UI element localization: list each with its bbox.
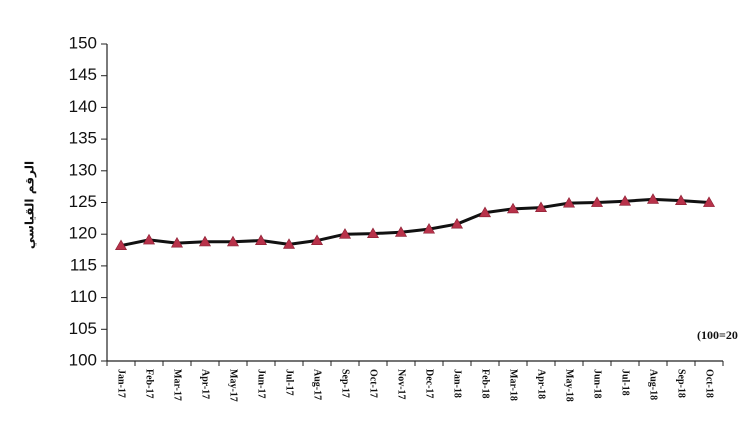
- y-tick-label: 110: [70, 287, 97, 306]
- data-point-marker: [534, 201, 548, 212]
- data-point-marker: [646, 193, 660, 204]
- y-tick-label: 130: [69, 160, 97, 179]
- data-point-marker: [114, 239, 128, 251]
- x-tick-label: Jan-18: [452, 369, 463, 398]
- data-point-marker: [450, 217, 464, 229]
- data-point-marker: [590, 196, 604, 207]
- data-point-marker: [478, 206, 492, 218]
- data-point-marker: [562, 197, 576, 208]
- x-tick-label: Aug-17: [312, 369, 323, 400]
- x-tick-label: Jul-17: [284, 369, 295, 396]
- data-point-marker: [254, 234, 268, 245]
- x-tick-label: Sep-18: [676, 369, 687, 398]
- x-tick-label: Feb-18: [480, 369, 491, 398]
- data-point-marker: [674, 194, 688, 206]
- x-tick-label: May-18: [564, 369, 575, 402]
- x-tick-label: Jun-18: [592, 369, 603, 398]
- x-tick-label: Nov-17: [396, 369, 407, 400]
- data-point-marker: [506, 202, 520, 214]
- data-point-marker: [394, 226, 408, 237]
- x-tick-label: Mar-17: [172, 369, 183, 401]
- x-tick-label: Dec-17: [424, 369, 435, 398]
- data-point-marker: [310, 234, 324, 245]
- x-tick-label: Feb-17: [144, 369, 155, 398]
- data-point-marker: [618, 195, 632, 206]
- y-axis-title: الرقم القياسي: [23, 161, 37, 249]
- data-point-marker: [338, 228, 352, 239]
- x-tick-label: Mar-18: [508, 369, 519, 401]
- y-tick-label: 150: [69, 33, 97, 52]
- data-point-marker: [142, 233, 156, 245]
- x-tick-label: Apr-18: [536, 369, 547, 399]
- x-tick-label: Jun-17: [256, 369, 267, 398]
- data-point-marker: [702, 196, 716, 207]
- x-tick-label: Apr-17: [200, 369, 211, 399]
- data-point-marker: [366, 227, 380, 238]
- x-tick-label: Aug-18: [648, 369, 659, 400]
- x-tick-label: Jul-18: [620, 369, 631, 396]
- y-tick-label: 100: [69, 350, 97, 369]
- data-point-marker: [226, 235, 240, 247]
- x-tick-label: Oct-17: [368, 369, 379, 398]
- y-tick-label: 145: [69, 65, 97, 84]
- y-tick-label: 140: [69, 97, 97, 116]
- x-tick-labels: Jan-17 Feb-17 Mar-17 Apr-17 May-17 Jun-17 Jul-…: [116, 369, 715, 402]
- x-tick-label: Sep-17: [340, 369, 351, 398]
- y-tick-label: 105: [69, 319, 97, 338]
- x-tick-label: Oct-18: [704, 369, 715, 398]
- data-point-marker: [170, 236, 184, 248]
- series-line: [120, 197, 710, 248]
- base-year-note: (100=20: [697, 328, 738, 342]
- y-tick-label: 115: [70, 255, 97, 274]
- series-layer: [114, 193, 716, 251]
- x-tick-label: Jan-17: [116, 369, 127, 398]
- y-tick-labels: 100 105 110 115 120 125 130 135 140 145 150: [69, 33, 97, 369]
- axes: [101, 43, 724, 366]
- y-tick-label: 120: [69, 224, 97, 243]
- y-tick-label: 125: [69, 192, 97, 211]
- data-point-marker: [198, 235, 212, 247]
- x-tick-label: May-17: [228, 369, 239, 402]
- y-tick-label: 135: [69, 129, 97, 148]
- data-point-marker: [282, 238, 296, 249]
- data-point-marker: [422, 223, 436, 234]
